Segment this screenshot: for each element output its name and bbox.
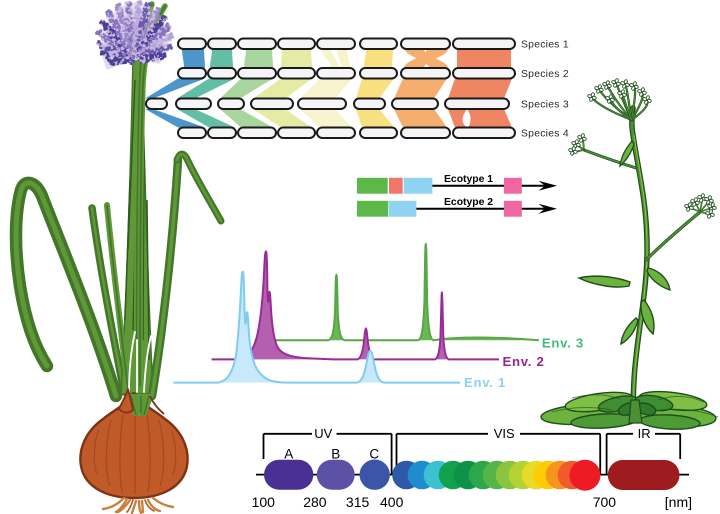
svg-text:Ecotype 2: Ecotype 2 xyxy=(444,197,493,208)
svg-text:A: A xyxy=(284,446,293,461)
svg-text:Ecotype 1: Ecotype 1 xyxy=(444,174,493,185)
svg-text:700: 700 xyxy=(593,494,617,510)
svg-text:UV: UV xyxy=(314,426,332,441)
svg-text:VIS: VIS xyxy=(494,426,515,441)
svg-text:Species 2: Species 2 xyxy=(521,69,569,80)
svg-text:B: B xyxy=(331,446,340,461)
svg-text:315: 315 xyxy=(346,494,370,510)
svg-text:Species 3: Species 3 xyxy=(521,99,569,110)
svg-text:Env. 2: Env. 2 xyxy=(503,354,545,369)
svg-text:Env. 3: Env. 3 xyxy=(542,336,584,351)
svg-text:IR: IR xyxy=(638,426,651,441)
svg-text:400: 400 xyxy=(380,494,404,510)
svg-text:100: 100 xyxy=(252,494,276,510)
svg-text:280: 280 xyxy=(303,494,327,510)
svg-text:Env. 1: Env. 1 xyxy=(464,375,506,390)
svg-text:[nm]: [nm] xyxy=(665,494,692,510)
svg-text:Species 1: Species 1 xyxy=(521,39,569,50)
svg-text:C: C xyxy=(369,446,379,461)
svg-text:Species 4: Species 4 xyxy=(521,128,569,139)
